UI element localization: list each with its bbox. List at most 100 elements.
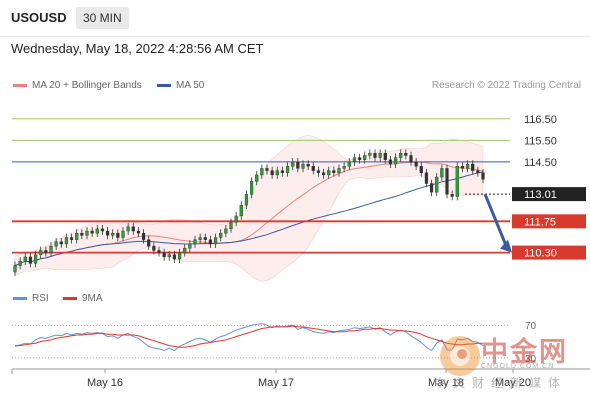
candle-body: [342, 166, 346, 169]
watermark-tagline: 中文财经新媒体: [434, 376, 568, 390]
candle-body: [18, 261, 22, 266]
candle-body: [476, 170, 480, 173]
candle-body: [167, 254, 171, 258]
candle-body: [90, 230, 94, 234]
legend-swatch-ma9: [63, 296, 77, 300]
candle-body: [147, 239, 151, 247]
candle-body: [409, 155, 413, 163]
candle-body: [465, 163, 470, 169]
candle-body: [75, 232, 79, 240]
candle-body: [383, 153, 387, 160]
candle-body: [471, 163, 475, 171]
candle-body: [44, 250, 48, 253]
candle-body: [131, 226, 135, 232]
candle-body: [105, 230, 110, 236]
level-label-3: 113.01: [524, 189, 557, 201]
legend-ma20: MA 20 + Bollinger Bands: [13, 80, 142, 91]
candle-body: [399, 153, 403, 158]
candle-body: [424, 172, 429, 184]
candle-body: [378, 153, 382, 158]
forecast-arrowhead-0: [500, 239, 512, 253]
candle-body: [229, 222, 233, 230]
candle-body: [49, 245, 53, 253]
candle-body: [404, 153, 408, 156]
candle-body: [193, 239, 197, 245]
x-tick-label-1: May 17: [258, 377, 294, 389]
candle-body: [270, 170, 274, 176]
candle-body: [100, 228, 105, 232]
rsi-ma9-line: [15, 325, 483, 348]
candle-body: [33, 254, 38, 264]
timeframe-button[interactable]: 30 MIN: [76, 7, 129, 29]
symbol-label: USOUSD: [11, 10, 67, 25]
legend-swatch-ma20: [13, 83, 27, 87]
legend-label-rsi: RSI: [32, 293, 49, 304]
candle-body: [337, 168, 341, 173]
forecast-arrow-0: [483, 193, 508, 247]
candle-body: [126, 226, 130, 232]
x-tick-label-0: May 16: [87, 377, 123, 389]
candle-body: [162, 252, 166, 258]
level-label-1: 115.50: [524, 135, 557, 147]
candle-body: [291, 161, 295, 167]
candle-body: [285, 166, 290, 173]
candle-body: [332, 170, 336, 173]
level-label-5: 110.30: [524, 248, 557, 260]
candle-body: [13, 265, 17, 273]
candle-body: [440, 168, 444, 178]
candle-body: [445, 168, 449, 195]
ma50-line: [14, 171, 484, 267]
top-bar: USOUSD 30 MIN: [0, 0, 590, 37]
watermark-domain: CNGOLD.COM.CN: [481, 363, 555, 370]
candle-body: [316, 170, 321, 173]
candle-body: [188, 243, 192, 249]
candle-body: [157, 250, 161, 253]
candle-body: [203, 237, 207, 240]
timestamp: Wednesday, May 18, 2022 4:28:56 AM CET: [11, 41, 264, 56]
candle-body: [23, 256, 27, 262]
candle-body: [429, 183, 434, 193]
legend-label-ma9: 9MA: [82, 293, 103, 304]
candle-body: [249, 181, 254, 195]
candle-body: [373, 153, 377, 158]
candle-body: [69, 237, 74, 240]
candle-body: [121, 230, 125, 238]
level-tag-bg-3: [512, 187, 586, 202]
candle-body: [116, 232, 120, 238]
candle-body: [208, 239, 213, 245]
candle-body: [388, 159, 393, 165]
watermark-name: 中金网: [481, 337, 568, 368]
candle-body: [306, 163, 310, 167]
candle-body: [352, 157, 357, 163]
candle-body: [64, 237, 69, 245]
x-tick-label-2: May 18: [428, 377, 464, 389]
candle-body: [275, 170, 279, 176]
rsi-legend-rsi: RSI: [13, 293, 49, 304]
candle-body: [311, 166, 315, 171]
candle-body: [59, 241, 63, 245]
legend-swatch-ma50: [157, 83, 171, 87]
level-label-2: 114.50: [524, 157, 557, 169]
candle-body: [183, 248, 187, 253]
rsi-level-label-1: 30: [525, 354, 537, 365]
legend-label-ma50: MA 50: [176, 80, 205, 91]
candle-body: [136, 230, 141, 234]
legend-label-ma20: MA 20 + Bollinger Bands: [32, 80, 142, 91]
candle-body: [219, 232, 223, 238]
candle-body: [239, 204, 243, 217]
candle-body: [481, 172, 485, 180]
candle-body: [327, 170, 331, 176]
level-label-0: 116.50: [524, 114, 557, 126]
candle-body: [255, 174, 259, 182]
candle-body: [234, 215, 238, 223]
rsi-line: [14, 323, 484, 352]
candle-body: [414, 161, 418, 167]
candle-body: [460, 166, 465, 169]
candle-body: [172, 254, 177, 260]
rsi-level-label-0: 70: [525, 321, 537, 332]
candle-body: [95, 228, 99, 234]
candle-body: [455, 166, 459, 197]
candle-body: [224, 228, 228, 234]
legend-ma50: MA 50: [157, 80, 204, 91]
